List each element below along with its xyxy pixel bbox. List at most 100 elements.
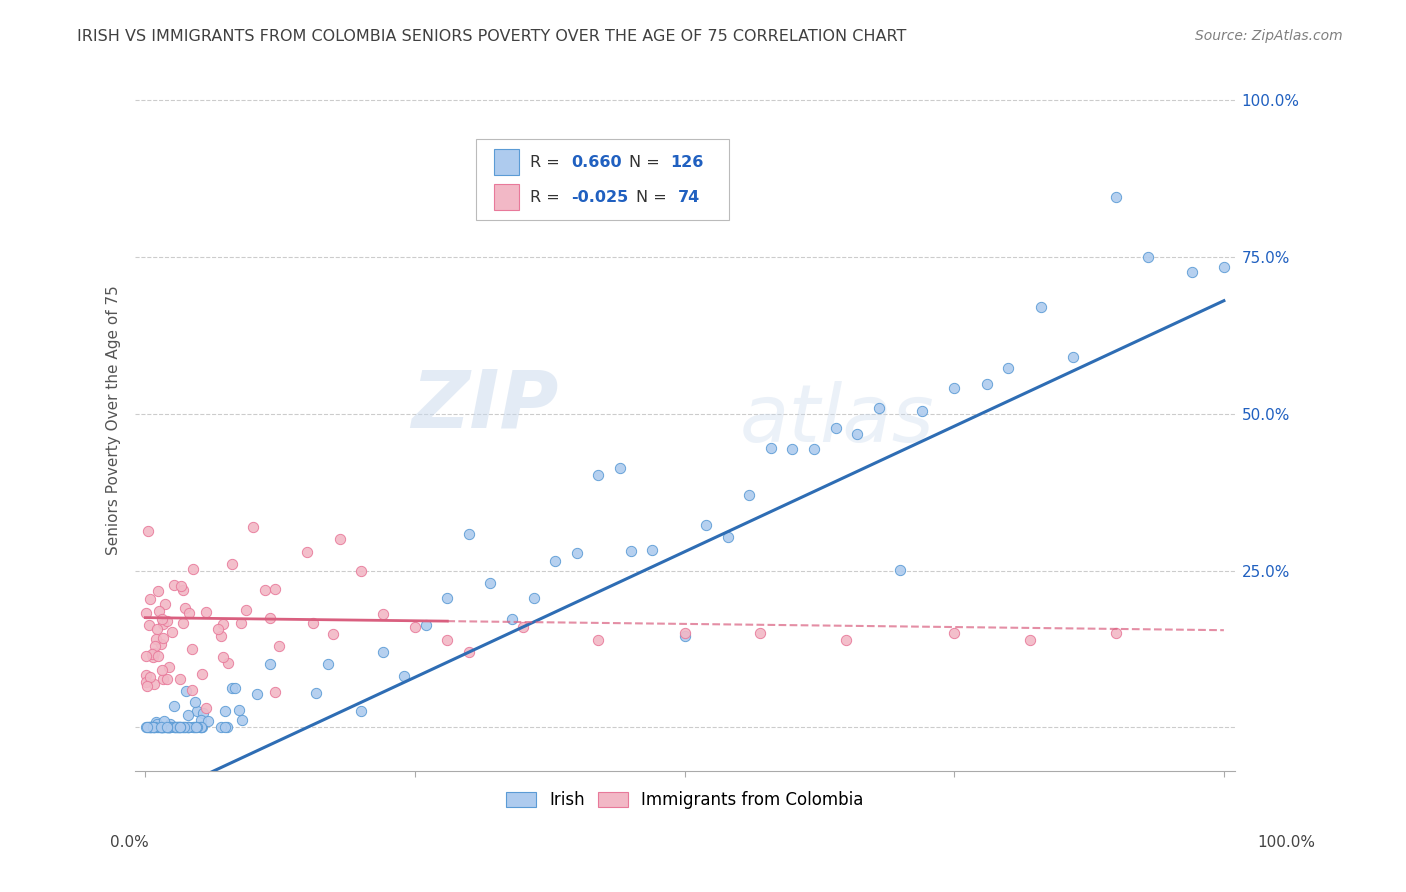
Point [150, 721, 173, 735]
Point [302, 616, 325, 631]
Point [156, 721, 179, 735]
Point [153, 721, 176, 735]
Point [138, 592, 160, 607]
Text: 0.0%: 0.0% [110, 836, 149, 850]
Point [163, 721, 186, 735]
Point [169, 721, 191, 735]
Point [163, 721, 186, 735]
Point [150, 721, 173, 735]
Point [139, 669, 162, 683]
Point [523, 591, 546, 605]
Point [169, 672, 191, 686]
Point [588, 632, 610, 647]
Point [436, 591, 458, 605]
Point [183, 721, 205, 735]
Point [1212, 260, 1234, 275]
Text: atlas: atlas [740, 381, 935, 459]
Point [181, 683, 204, 698]
Point [139, 721, 162, 735]
Point [172, 582, 194, 597]
Point [436, 632, 458, 647]
Point [458, 527, 481, 541]
Point [148, 649, 170, 664]
Point [215, 721, 238, 735]
Point [943, 626, 966, 640]
Point [159, 721, 181, 735]
Point [371, 607, 394, 622]
Point [267, 639, 290, 653]
Point [186, 721, 208, 735]
Text: R =: R = [530, 190, 564, 204]
Point [155, 598, 177, 612]
Point [152, 616, 174, 631]
Point [782, 442, 804, 456]
Point [231, 713, 253, 727]
Point [824, 420, 846, 434]
Point [263, 684, 285, 698]
Point [1137, 251, 1160, 265]
Text: 0.660: 0.660 [571, 154, 621, 169]
Point [221, 681, 243, 695]
Point [159, 717, 181, 731]
Point [194, 605, 217, 619]
Point [135, 668, 157, 682]
Point [170, 579, 193, 593]
Point [214, 704, 236, 718]
Point [150, 612, 173, 626]
Point [305, 686, 328, 700]
Point [146, 623, 169, 637]
Point [150, 721, 173, 735]
Text: N =: N = [628, 154, 665, 169]
Point [157, 660, 180, 674]
Point [943, 381, 966, 395]
Point [183, 695, 205, 709]
Point [156, 721, 179, 735]
Point [673, 626, 696, 640]
Point [177, 721, 200, 735]
Text: N =: N = [637, 190, 672, 204]
Point [149, 721, 172, 735]
Point [148, 604, 170, 618]
Point [142, 649, 165, 664]
Point [673, 629, 696, 643]
Point [177, 721, 200, 735]
Text: 100.0%: 100.0% [1257, 836, 1316, 850]
Point [695, 518, 717, 533]
Point [152, 631, 174, 645]
Point [1018, 632, 1040, 647]
Point [139, 721, 162, 735]
Point [157, 721, 180, 735]
Point [1062, 350, 1084, 364]
Point [759, 441, 782, 455]
Point [157, 721, 180, 735]
Point [177, 606, 200, 620]
Point [295, 545, 318, 559]
Point [194, 700, 217, 714]
Legend: Irish, Immigrants from Colombia: Irish, Immigrants from Colombia [499, 784, 870, 816]
Point [1105, 626, 1128, 640]
Point [458, 645, 481, 659]
Point [143, 647, 166, 661]
Point [138, 721, 160, 735]
Point [169, 721, 191, 735]
Point [191, 667, 214, 681]
Point [392, 668, 415, 682]
Point [138, 721, 160, 735]
Point [512, 620, 534, 634]
Text: ZIP: ZIP [411, 367, 558, 445]
Point [156, 721, 179, 735]
Point [155, 672, 177, 686]
Point [738, 488, 761, 502]
Point [169, 721, 191, 735]
Point [322, 626, 344, 640]
Text: R =: R = [530, 154, 564, 169]
Point [141, 648, 163, 662]
Point [588, 467, 610, 482]
Point [163, 699, 186, 714]
Point [150, 721, 173, 735]
Point [217, 657, 239, 671]
Point [146, 721, 169, 735]
Point [169, 721, 191, 735]
Point [141, 721, 163, 735]
Point [259, 611, 281, 625]
